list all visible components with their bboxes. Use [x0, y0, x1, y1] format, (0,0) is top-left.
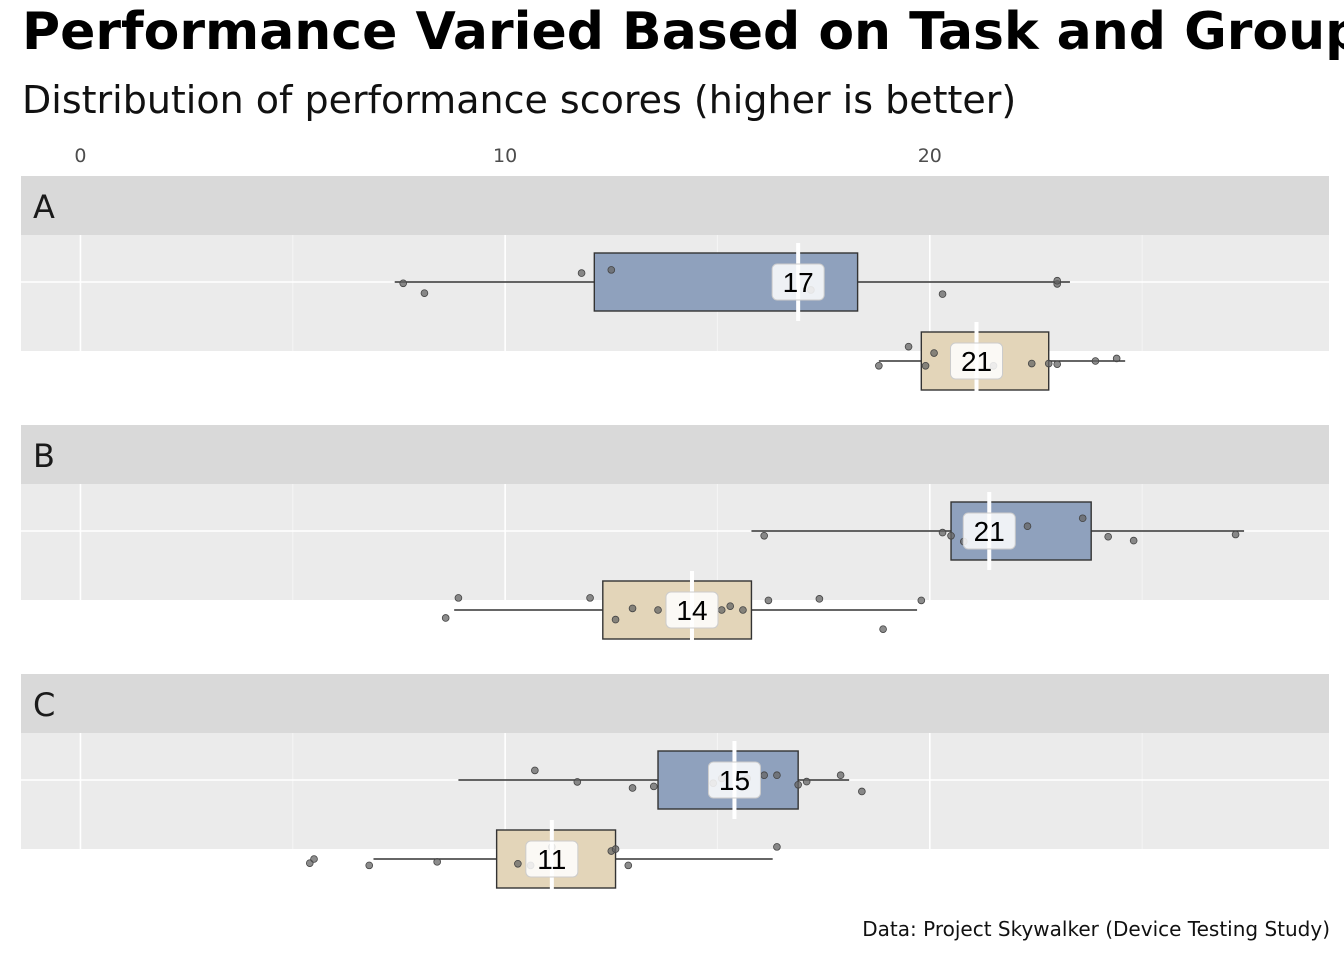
data-point — [836, 771, 845, 780]
data-point — [764, 596, 773, 605]
median-label-box — [950, 342, 1004, 380]
data-point — [1044, 359, 1053, 368]
data-point — [654, 606, 662, 614]
data-point — [607, 266, 616, 274]
data-point — [649, 782, 658, 791]
data-point — [441, 614, 450, 622]
data-point — [739, 606, 747, 614]
data-point — [420, 289, 429, 297]
data-point — [586, 594, 594, 602]
data-point — [1053, 360, 1062, 368]
data-point — [1112, 354, 1121, 363]
data-point — [365, 861, 374, 870]
data-point — [938, 290, 947, 298]
data-point — [917, 596, 926, 605]
box-a-1: 17 — [394, 243, 1070, 321]
median-label: 17 — [783, 267, 814, 298]
facet-strip — [21, 425, 1329, 484]
data-point — [399, 279, 408, 288]
data-point — [875, 361, 883, 370]
data-point — [904, 342, 913, 351]
box-b-1: 21 — [751, 492, 1245, 570]
data-point — [815, 595, 824, 603]
data-point — [726, 602, 735, 610]
box-c-2: 11 — [305, 820, 781, 898]
box-c-1: 15 — [458, 741, 866, 819]
data-point — [1091, 357, 1100, 365]
data-point — [760, 531, 768, 540]
data-point — [624, 861, 633, 870]
data-point — [1078, 514, 1087, 523]
data-point — [858, 787, 866, 796]
data-point — [1027, 359, 1036, 368]
data-point — [921, 361, 930, 370]
median-label-box — [962, 512, 1016, 550]
data-point — [310, 855, 318, 863]
data-point — [433, 858, 441, 866]
facet-strip — [21, 176, 1329, 235]
median-label-box — [771, 263, 825, 301]
median-label: 21 — [974, 516, 1005, 547]
data-point — [1129, 536, 1138, 545]
median-label: 21 — [961, 346, 992, 377]
data-point — [773, 843, 781, 851]
chart-subtitle: Distribution of performance scores (high… — [22, 78, 1017, 122]
data-point — [514, 859, 522, 868]
facet-panel-c: C 15 11 — [21, 674, 1329, 898]
data-point — [938, 528, 947, 537]
data-point — [717, 606, 726, 614]
data-point — [1053, 276, 1062, 285]
median-label-box — [707, 761, 761, 799]
data-point — [573, 778, 582, 786]
facet-strip — [21, 674, 1329, 733]
data-point — [760, 771, 768, 780]
data-point — [577, 269, 586, 277]
x-tick-label: 20 — [918, 145, 942, 167]
box-a-2: 21 — [875, 322, 1126, 400]
data-point — [628, 784, 637, 792]
median-label: 11 — [537, 844, 566, 875]
data-point — [531, 766, 539, 775]
chart-title: Performance Varied Based on Task and Gro… — [22, 2, 1344, 62]
data-point — [773, 771, 781, 780]
facet-strip-label: C — [33, 686, 55, 724]
data-point — [802, 777, 811, 786]
median-label: 14 — [676, 595, 707, 626]
data-point — [611, 845, 620, 853]
facet-strip-label: A — [33, 188, 55, 226]
facet-panel-b: B 21 14 — [21, 425, 1329, 649]
data-point — [794, 780, 802, 789]
median-label: 15 — [719, 765, 750, 796]
chart-caption: Data: Project Skywalker (Device Testing … — [862, 917, 1330, 941]
data-point — [1104, 532, 1112, 541]
x-tick-label: 10 — [493, 145, 517, 167]
facet-strip-label: B — [33, 437, 55, 475]
median-label-box — [665, 591, 719, 629]
median-label-box — [525, 840, 579, 878]
data-point — [930, 349, 938, 357]
facet-panel-a: A 17 21 — [21, 176, 1329, 400]
data-point — [879, 625, 887, 633]
data-point — [454, 594, 463, 602]
data-point — [628, 604, 637, 613]
data-point — [947, 531, 955, 540]
data-point — [1023, 522, 1032, 531]
box-b-2: 14 — [441, 571, 926, 649]
data-point — [1231, 530, 1240, 539]
x-tick-label: 0 — [74, 145, 86, 167]
data-point — [611, 615, 620, 624]
